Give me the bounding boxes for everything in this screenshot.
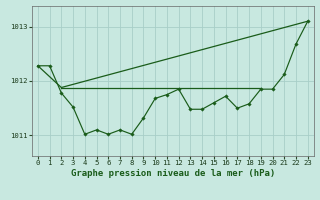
X-axis label: Graphe pression niveau de la mer (hPa): Graphe pression niveau de la mer (hPa) [71, 169, 275, 178]
